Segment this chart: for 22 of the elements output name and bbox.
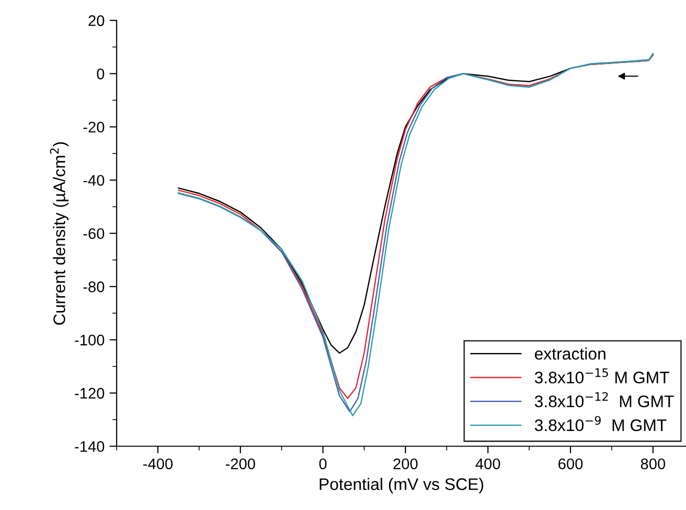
x-tick-label: 800 [640,458,666,470]
legend-label: 3.8x10$^{−12}$ M GMT [534,392,674,408]
x-tick-label: -200 [226,458,256,470]
x-tick-label: 200 [393,458,418,470]
y-axis-title: Current density (µA/cm$^{2}$) [50,142,69,325]
legend-label: extraction [534,347,606,360]
y-tick-label: -40 [83,174,104,186]
y-tick-label: -100 [74,334,104,346]
y-tick-label: 0 [96,68,104,80]
legend-label: 3.8x10$^{−15}$ M GMT [534,368,670,384]
y-tick-label: -20 [83,122,104,133]
y-tick-label: 20 [88,15,104,26]
x-tick-label: 0 [319,458,327,470]
x-tick-label: 600 [558,458,583,470]
x-axis-title: Potential (mV vs SCE) [320,478,484,494]
x-tick-label: -400 [143,458,173,470]
legend-label: 3.8x10$^{−9}$ M GMT [534,416,666,432]
y-tick-label: -140 [74,441,104,452]
y-tick-label: -60 [83,228,104,240]
y-tick-label: -120 [74,388,104,399]
x-tick-label: 400 [476,458,500,470]
y-tick-label: -80 [83,281,104,292]
